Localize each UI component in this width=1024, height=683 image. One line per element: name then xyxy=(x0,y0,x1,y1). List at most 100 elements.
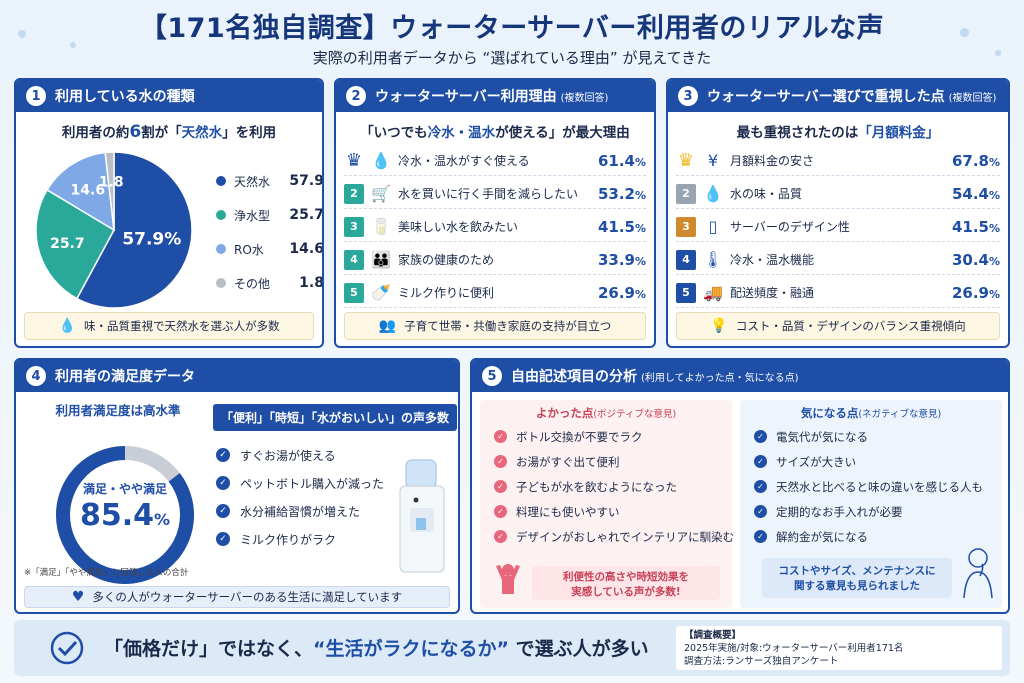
comment-text: お湯がすぐ出て便利 xyxy=(516,454,620,470)
msg-part: 価格だけ xyxy=(123,638,199,660)
bottle-icon: 🍼 xyxy=(364,283,398,302)
page-title: 【171名独自調査】ウォーターサーバー利用者のリアルな声 xyxy=(0,6,1024,45)
concern-points-summary: コストやサイズ、メンテナンスに 関する意見も見られました xyxy=(762,558,952,598)
panel-number: 2 xyxy=(346,86,366,106)
thermometer-icon: 🌡 xyxy=(696,250,730,269)
note-text: 味・品質重視で天然水を選ぶ人が多数 xyxy=(84,318,280,334)
ranking-value: 41.5% xyxy=(598,218,646,236)
check-icon: ✓ xyxy=(216,504,230,518)
ranking-value: 54.4% xyxy=(952,185,1000,203)
good-points-box: よかった点(ポジティブな意見) ✓ ボトル交換が不要でラク ✓ お湯がすぐ出て便利 ✓ 子… xyxy=(480,400,732,608)
check-item: ✓ 水分補給習慣が増えた xyxy=(216,498,360,524)
ranking-row: 3 🥛 美味しい水を飲みたい 41.5% xyxy=(344,212,646,242)
survey-title: 【調査概要】 xyxy=(684,629,994,642)
rank-badge: 5 xyxy=(676,283,696,303)
water-drop-icon: 💧 xyxy=(696,184,730,203)
rank-badge: 3 xyxy=(676,217,696,237)
panel-note: 💡 コスト・品質・デザインのバランス重視傾向 xyxy=(676,312,1000,340)
comment-text: 電気代が気になる xyxy=(776,429,868,445)
panel-note: 💧 味・品質重視で天然水を選ぶ人が多数 xyxy=(24,312,314,340)
ring-footnote: ※「満足」「やや満足」と回答した人の合計 xyxy=(24,566,188,578)
msg-part: 」ではなく、 xyxy=(199,638,313,660)
comment-text: サイズが大きい xyxy=(776,454,856,470)
check-icon: ✓ xyxy=(754,505,767,518)
heart-icon: ♥ xyxy=(72,589,85,605)
panel-number: 1 xyxy=(26,86,46,106)
msg-part: で選ぶ人が多い xyxy=(509,638,649,660)
concern-title-note: (ネガティブな意見) xyxy=(858,409,941,420)
ranking-label: 冷水・温水がすぐ使える xyxy=(398,152,598,169)
rank-badge: 2 xyxy=(344,184,364,204)
ranking-label: 配送頻度・融通 xyxy=(730,284,952,301)
panel-header: 1 利用している水の種類 xyxy=(16,80,322,112)
ring-value-unit: % xyxy=(154,510,170,529)
survey-summary: 【調査概要】 2025年実施/対象:ウォーターサーバー利用者171名 調査方法:… xyxy=(676,626,1002,670)
check-icon: ✓ xyxy=(216,532,230,546)
footer-message: 「価格だけ」ではなく、“生活がラクになるか” で選ぶ人が多い xyxy=(104,634,649,661)
page-subtitle: 実際の利用者データから “選ばれている理由” が見えてきた xyxy=(0,47,1024,68)
cart-icon: 🛒 xyxy=(364,184,398,203)
water-type-pie-chart: 57.9%25.714.61.8 xyxy=(24,140,204,320)
water-server-illustration xyxy=(392,456,452,576)
check-icon: ✓ xyxy=(494,455,507,468)
panel-heading: ウォーターサーバー利用理由 xyxy=(375,86,557,106)
lead-highlight: 天然水 xyxy=(182,125,223,141)
concern-title-text: 気になる点 xyxy=(801,406,859,420)
comment-text: 料理にも使いやすい xyxy=(516,504,620,520)
ranking-row: 5 🚚 配送頻度・融通 26.9% xyxy=(676,278,1000,308)
legend-swatch xyxy=(216,244,226,254)
check-circle-icon xyxy=(50,631,84,665)
ranking-value: 26.9% xyxy=(952,284,1000,302)
ranking-value: 26.9% xyxy=(598,284,646,302)
comment-text: 子どもが水を飲むようになった xyxy=(516,479,677,495)
lead-text: 割が「 xyxy=(141,125,182,141)
panel-usage-reasons: 2 ウォーターサーバー利用理由 (複数回答) 「いつでも冷水・温水が使える」が最… xyxy=(334,78,656,348)
panel-number: 4 xyxy=(26,366,46,386)
ranking-value: 33.9% xyxy=(598,251,646,269)
msg-highlight: “生活がラクになるか” xyxy=(313,638,509,660)
lead-text: 」を利用 xyxy=(222,125,276,141)
ranking-value: 61.4% xyxy=(598,152,646,170)
panel-note: ♥ 多くの人がウォーターサーバーのある生活に満足しています xyxy=(24,586,450,608)
legend-swatch xyxy=(216,176,226,186)
panel-heading-note: (複数回答) xyxy=(949,89,997,104)
ranking-value: 30.4% xyxy=(952,251,1000,269)
panel-satisfaction: 4 利用者の満足度データ 利用者満足度は高水準 満足・やや満足 85.4% ※「… xyxy=(14,358,460,614)
lead-text: が使える」が最大理由 xyxy=(495,125,630,141)
comment-text: 天然水と比べると味の違いを感じる人も xyxy=(776,479,983,495)
comment-item: ✓ 定期的なお手入れが必要 xyxy=(740,499,1002,524)
legend-label: その他 xyxy=(234,275,299,292)
ranking-row: ♛ 💧 冷水・温水がすぐ使える 61.4% xyxy=(344,146,646,176)
check-icon: ✓ xyxy=(754,480,767,493)
legend-label: RO水 xyxy=(234,241,289,258)
lead-text: 最も重視されたのは xyxy=(737,125,859,141)
voices-bubble: 「便利」「時短」「水がおいしい」の声多数 xyxy=(213,404,457,431)
concern-points-list: ✓ 電気代が気になる ✓ サイズが大きい ✓ 天然水と比べると味の違いを感じる人も ✓ 定期的… xyxy=(740,424,1002,549)
comment-item: ✓ 子どもが水を飲むようになった xyxy=(480,474,732,499)
comment-item: ✓ ボトル交換が不要でラク xyxy=(480,424,732,449)
panel-number: 5 xyxy=(482,366,502,386)
server-icon: ▯ xyxy=(696,217,730,236)
panel-note: 👥 子育て世帯・共働き家庭の支持が目立つ xyxy=(344,312,646,340)
check-icon: ✓ xyxy=(494,480,507,493)
summary-line: コストやサイズ、メンテナンスに xyxy=(762,563,952,578)
check-label: 水分補給習慣が増えた xyxy=(240,503,360,520)
legend-value: 57.9% xyxy=(289,173,324,189)
panel-header: 5 自由記述項目の分析 (利用してよかった点・気になる点) xyxy=(472,360,1008,392)
panel-selection-criteria: 3 ウォーターサーバー選びで重視した点 (複数回答) 最も重視されたのは「月額料… xyxy=(666,78,1010,348)
legend-item: 天然水 57.9% xyxy=(216,164,324,198)
legend-label: 浄水型 xyxy=(234,207,289,224)
cheering-person-icon xyxy=(488,562,528,602)
rank-badge: 4 xyxy=(676,250,696,270)
pie-data-label: 25.7 xyxy=(50,236,85,252)
check-item: ✓ すぐお湯が使える xyxy=(216,442,336,468)
lightbulb-icon: 💡 xyxy=(710,318,727,334)
check-label: すぐお湯が使える xyxy=(240,447,336,464)
rank-badge: 5 xyxy=(344,283,364,303)
check-icon: ✓ xyxy=(216,448,230,462)
panel-free-comments: 5 自由記述項目の分析 (利用してよかった点・気になる点) よかった点(ポジティ… xyxy=(470,358,1010,614)
comment-item: ✓ お湯がすぐ出て便利 xyxy=(480,449,732,474)
good-title-text: よかった点 xyxy=(536,406,594,420)
panel-heading: 利用している水の種類 xyxy=(55,86,195,106)
panel-heading: ウォーターサーバー選びで重視した点 xyxy=(707,86,945,106)
